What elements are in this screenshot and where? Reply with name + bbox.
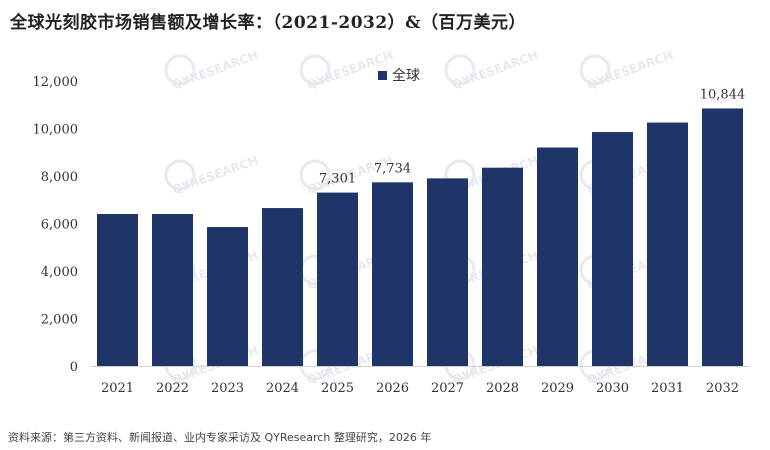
bar	[97, 214, 138, 366]
data-label: 10,844	[700, 87, 746, 102]
watermark-logo: QYRESEARCH	[164, 153, 260, 197]
watermark-logo: QYRESEARCH	[164, 48, 260, 92]
y-tick-label: 10,000	[33, 123, 79, 138]
data-label: 7,301	[319, 172, 356, 187]
x-tick-label: 2022	[156, 381, 189, 396]
bar	[152, 214, 193, 366]
bar	[647, 122, 688, 366]
x-tick-label: 2026	[376, 381, 409, 396]
watermark-logo: QYRESEARCH	[444, 48, 540, 92]
svg-text:QYRESEARCH: QYRESEARCH	[170, 153, 260, 197]
y-tick-label: 12,000	[33, 75, 79, 90]
x-tick-label: 2032	[706, 381, 739, 396]
x-tick-label: 2028	[486, 381, 519, 396]
watermark-logo: QYRESEARCH	[299, 48, 395, 92]
legend: 全球	[378, 67, 420, 84]
x-tick-label: 2029	[541, 381, 574, 396]
y-tick-label: 4,000	[41, 265, 78, 280]
bar	[592, 132, 633, 366]
svg-text:QYRESEARCH: QYRESEARCH	[450, 48, 540, 92]
data-label: 7,734	[374, 161, 411, 176]
y-tick-label: 0	[70, 360, 78, 375]
x-tick-label: 2031	[651, 381, 684, 396]
bar	[702, 108, 743, 366]
x-axis: 2021 2022 2023 2024 2025 2026 2027 2028 2029 2030…	[90, 366, 750, 396]
svg-text:QYRESEARCH: QYRESEARCH	[170, 48, 260, 92]
svg-text:QYRESEARCH: QYRESEARCH	[305, 48, 395, 92]
bar	[262, 208, 303, 366]
source-note: 资料来源：第三方资料、新闻报道、业内专家采访及 QYResearch 整理研究，…	[8, 431, 432, 444]
legend-label: 全球	[392, 67, 420, 84]
bar	[427, 178, 468, 366]
x-tick-label: 2027	[431, 381, 464, 396]
y-tick-label: 8,000	[41, 170, 78, 185]
x-tick-label: 2024	[266, 381, 299, 396]
y-tick-label: 2,000	[41, 313, 78, 328]
bar	[482, 167, 523, 366]
y-tick-label: 6,000	[41, 218, 78, 233]
x-tick-label: 2021	[101, 381, 134, 396]
bar	[207, 227, 248, 366]
x-tick-label: 2023	[211, 381, 244, 396]
bar	[372, 182, 413, 366]
legend-swatch	[378, 71, 387, 80]
svg-text:QYRESEARCH: QYRESEARCH	[585, 48, 675, 92]
y-axis: 0 2,000 4,000 6,000 8,000 10,000 12,000	[33, 75, 79, 375]
watermark-logo: QYRESEARCH	[579, 48, 675, 92]
bar-series	[97, 108, 743, 366]
x-tick-label: 2030	[596, 381, 629, 396]
chart-title: 全球光刻胶市场销售额及增长率：（2021-2032）&（百万美元）	[10, 13, 527, 33]
bar	[317, 192, 358, 366]
x-tick-label: 2025	[321, 381, 354, 396]
data-labels: 7,301 7,734 10,844	[319, 87, 745, 186]
bar	[537, 147, 578, 366]
